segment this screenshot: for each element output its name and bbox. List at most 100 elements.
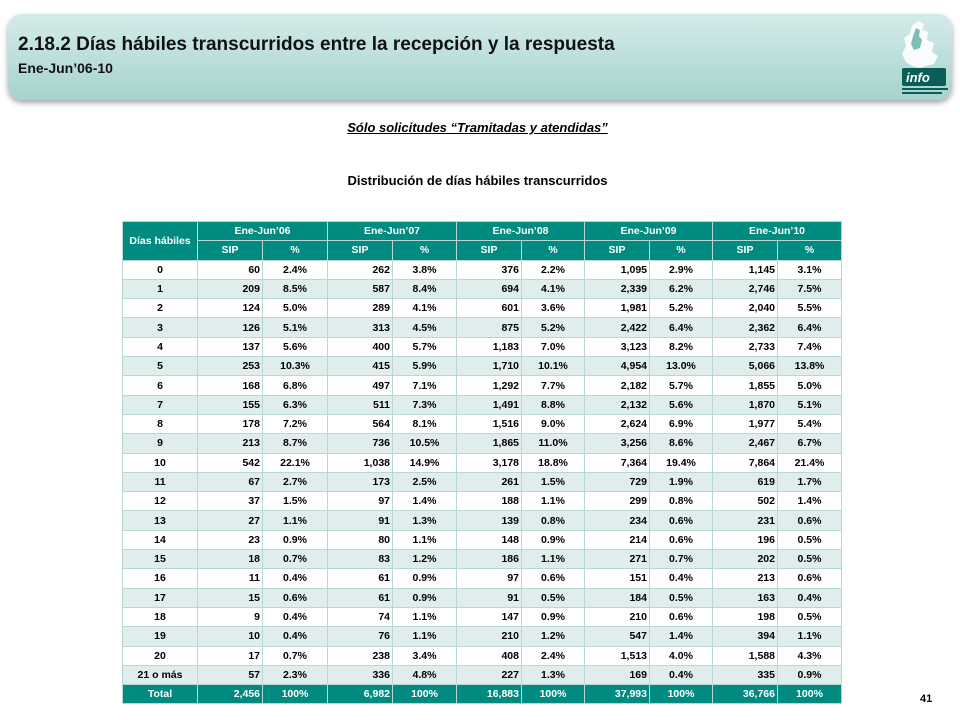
percent-cell: 5.6%: [262, 336, 328, 358]
sip-cell: 1,038: [327, 452, 393, 473]
sip-cell: 408: [456, 645, 522, 666]
table-row: 9 213 8.7% 736 10.5% 1,865 11.0% 3,256 8.6% 2,467…: [122, 433, 842, 454]
percent-cell: 6.7%: [777, 433, 842, 454]
filter-note: Sólo solicitudes “Tramitadas y atendidas…: [347, 120, 608, 135]
map-silhouette-icon: [902, 21, 948, 94]
sip-cell: 875: [456, 317, 522, 338]
title-banner: 2.18.2 Días hábiles transcurridos entre …: [8, 14, 952, 100]
sip-cell: 376: [456, 259, 522, 280]
sip-cell: 231: [712, 510, 778, 531]
percent-cell: 1.2%: [521, 626, 585, 647]
sip-cell: 37: [197, 491, 263, 512]
sip-cell: 186: [456, 549, 522, 570]
percent-cell: 0.9%: [392, 587, 457, 608]
sip-cell: 2,182: [584, 375, 650, 396]
sip-cell: 139: [456, 510, 522, 531]
percent-cell: 0.9%: [521, 529, 585, 551]
percent-cell: 8.5%: [262, 278, 328, 300]
sip-cell: 148: [456, 529, 522, 551]
sip-cell: 91: [456, 587, 522, 608]
percent-cell: 1.4%: [392, 491, 457, 512]
sip-cell: 23: [197, 529, 263, 551]
percent-cell: 0.5%: [777, 529, 842, 551]
sip-cell: 27: [197, 510, 263, 531]
percent-cell: 8.7%: [262, 433, 328, 454]
percent-cell: 9.0%: [521, 413, 585, 435]
table-row: 2 124 5.0% 289 4.1% 601 3.6% 1,981 5.2% 2,040 5.5%: [122, 298, 842, 319]
percent-cell: 0.7%: [262, 549, 328, 570]
percent-cell: 100%: [262, 684, 328, 705]
sip-cell: 168: [197, 375, 263, 396]
sip-cell: 7,864: [712, 452, 778, 473]
percent-cell: 6.3%: [262, 394, 328, 415]
day-cell: 20: [122, 645, 198, 666]
percent-cell: 100%: [392, 684, 457, 705]
table-row: 11 67 2.7% 173 2.5% 261 1.5% 729 1.9% 619 1.7%: [122, 471, 842, 493]
table-row: 13 27 1.1% 91 1.3% 139 0.8% 234 0.6% 231 0.6%: [122, 510, 842, 531]
percent-cell: 3.8%: [392, 259, 457, 280]
sip-cell: 511: [327, 394, 393, 415]
day-cell: 21 o más: [122, 664, 198, 686]
percent-cell: 7.5%: [777, 278, 842, 300]
percent-cell: 0.8%: [649, 491, 713, 512]
sip-cell: 1,977: [712, 413, 778, 435]
percent-cell: 0.9%: [521, 606, 585, 628]
sub-header: %: [392, 240, 457, 261]
percent-cell: 7.2%: [262, 413, 328, 435]
percent-cell: 5.2%: [521, 317, 585, 338]
percent-cell: 0.6%: [777, 510, 842, 531]
percent-cell: 3.6%: [521, 298, 585, 319]
sip-cell: 2,746: [712, 278, 778, 300]
percent-cell: 21.4%: [777, 452, 842, 473]
sip-cell: 178: [197, 413, 263, 435]
sub-header: %: [262, 240, 328, 261]
percent-cell: 0.6%: [649, 606, 713, 628]
percent-cell: 1.1%: [392, 626, 457, 647]
percent-cell: 1.1%: [777, 626, 842, 647]
sip-cell: 2,422: [584, 317, 650, 338]
table-row: 20 17 0.7% 238 3.4% 408 2.4% 1,513 4.0% 1,588 4.3%: [122, 645, 842, 666]
sip-cell: 2,132: [584, 394, 650, 415]
percent-cell: 0.9%: [262, 529, 328, 551]
sub-header: %: [777, 240, 842, 261]
sip-cell: 124: [197, 298, 263, 319]
sip-cell: 694: [456, 278, 522, 300]
day-cell: 18: [122, 606, 198, 628]
percent-cell: 19.4%: [649, 452, 713, 473]
day-cell: 19: [122, 626, 198, 647]
sip-cell: 1,855: [712, 375, 778, 396]
table-row: 16 11 0.4% 61 0.9% 97 0.6% 151 0.4% 213 0.6%: [122, 568, 842, 589]
percent-cell: 3.4%: [392, 645, 457, 666]
sip-cell: 6,982: [327, 684, 393, 705]
sip-cell: 1,491: [456, 394, 522, 415]
percent-cell: 7.7%: [521, 375, 585, 396]
percent-cell: 1.5%: [262, 491, 328, 512]
sip-cell: 394: [712, 626, 778, 647]
sip-cell: 202: [712, 549, 778, 570]
percent-cell: 8.6%: [649, 433, 713, 454]
percent-cell: 2.3%: [262, 664, 328, 686]
table-row: 4 137 5.6% 400 5.7% 1,183 7.0% 3,123 8.2% 2,733 7.…: [122, 336, 842, 358]
table-row: 17 15 0.6% 61 0.9% 91 0.5% 184 0.5% 163 0.4%: [122, 587, 842, 608]
sip-cell: 2,040: [712, 298, 778, 319]
sip-cell: 1,513: [584, 645, 650, 666]
percent-cell: 0.4%: [777, 587, 842, 608]
sip-cell: 173: [327, 471, 393, 493]
period-header: Ene-Jun’08: [456, 220, 585, 242]
day-cell: 1: [122, 278, 198, 300]
day-cell: 7: [122, 394, 198, 415]
percent-cell: 5.0%: [262, 298, 328, 319]
info-logo: info: [878, 18, 958, 100]
sip-cell: 214: [584, 529, 650, 551]
sip-cell: 587: [327, 278, 393, 300]
corner-header: Días hábiles: [122, 221, 198, 261]
percent-cell: 8.1%: [392, 413, 457, 435]
sip-cell: 155: [197, 394, 263, 415]
percent-cell: 8.2%: [649, 336, 713, 358]
sub-header: %: [521, 240, 585, 261]
business-days-table: Días hábiles Ene-Jun’06 Ene-Jun’07 Ene-J…: [122, 220, 842, 705]
table-row: 21 o más 57 2.3% 336 4.8% 227 1.3% 169 0.4% 335 0.…: [122, 664, 842, 686]
percent-cell: 1.3%: [521, 664, 585, 686]
sip-cell: 151: [584, 568, 650, 589]
sip-cell: 60: [197, 259, 263, 280]
